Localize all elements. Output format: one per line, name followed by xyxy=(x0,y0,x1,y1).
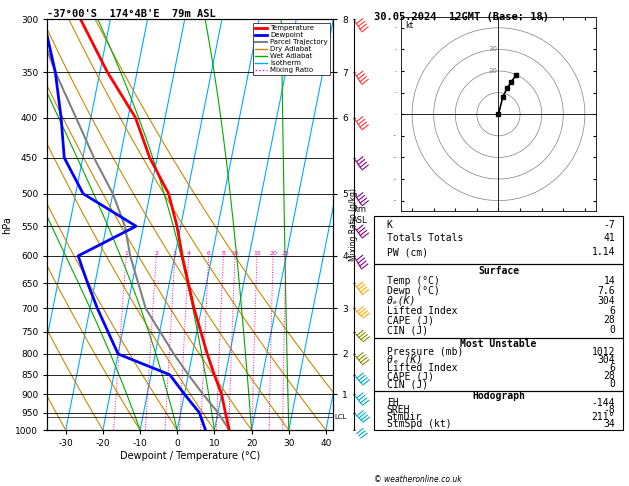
Text: 25: 25 xyxy=(282,251,290,256)
Text: CIN (J): CIN (J) xyxy=(387,325,428,335)
Text: 2: 2 xyxy=(154,251,159,256)
Bar xyxy=(374,338,623,391)
Text: θₑ (K): θₑ (K) xyxy=(387,355,422,365)
Text: CAPE (J): CAPE (J) xyxy=(387,315,433,326)
Text: 6: 6 xyxy=(610,306,615,315)
Bar xyxy=(374,264,623,338)
Text: Hodograph: Hodograph xyxy=(472,391,525,400)
Text: Mixing Ratio (g/kg): Mixing Ratio (g/kg) xyxy=(349,188,359,261)
Text: 3: 3 xyxy=(173,251,177,256)
Text: 304: 304 xyxy=(598,355,615,365)
Bar xyxy=(374,391,623,430)
Text: 15: 15 xyxy=(253,251,261,256)
Text: 1.14: 1.14 xyxy=(592,247,615,257)
Text: EH: EH xyxy=(387,398,398,408)
Text: StmDir: StmDir xyxy=(387,412,422,422)
Text: Surface: Surface xyxy=(478,266,519,276)
Text: 4: 4 xyxy=(187,251,191,256)
Text: 28: 28 xyxy=(603,315,615,326)
Text: θₑ(K): θₑ(K) xyxy=(387,296,416,306)
Y-axis label: hPa: hPa xyxy=(3,216,13,234)
Text: 28: 28 xyxy=(603,371,615,381)
Text: 6: 6 xyxy=(207,251,211,256)
Text: 14: 14 xyxy=(603,276,615,286)
Bar xyxy=(374,216,623,264)
Text: 6: 6 xyxy=(610,363,615,373)
Text: K: K xyxy=(387,220,392,229)
Text: 1012: 1012 xyxy=(592,347,615,357)
Text: Pressure (mb): Pressure (mb) xyxy=(387,347,463,357)
Text: kt: kt xyxy=(405,21,413,30)
Text: LCL: LCL xyxy=(334,414,347,420)
Text: -37°00'S  174°4B'E  79m ASL: -37°00'S 174°4B'E 79m ASL xyxy=(47,9,216,18)
Text: 41: 41 xyxy=(603,233,615,243)
Text: 0: 0 xyxy=(610,379,615,389)
Text: CIN (J): CIN (J) xyxy=(387,379,428,389)
Text: -8: -8 xyxy=(603,405,615,415)
Text: 20: 20 xyxy=(489,68,498,74)
Text: Lifted Index: Lifted Index xyxy=(387,306,457,315)
Text: SREH: SREH xyxy=(387,405,410,415)
Text: 20: 20 xyxy=(269,251,277,256)
Text: © weatheronline.co.uk: © weatheronline.co.uk xyxy=(374,474,462,484)
Text: -144: -144 xyxy=(592,398,615,408)
Text: 8: 8 xyxy=(221,251,225,256)
Text: PW (cm): PW (cm) xyxy=(387,247,428,257)
Text: Totals Totals: Totals Totals xyxy=(387,233,463,243)
Text: 10: 10 xyxy=(231,251,239,256)
Text: 1: 1 xyxy=(125,251,128,256)
Text: -7: -7 xyxy=(603,220,615,229)
Text: 211°: 211° xyxy=(592,412,615,422)
Text: Dewp (°C): Dewp (°C) xyxy=(387,286,440,296)
Legend: Temperature, Dewpoint, Parcel Trajectory, Dry Adiabat, Wet Adiabat, Isotherm, Mi: Temperature, Dewpoint, Parcel Trajectory… xyxy=(253,23,330,75)
Text: 30: 30 xyxy=(488,46,498,52)
Y-axis label: km
ASL: km ASL xyxy=(352,206,367,225)
Text: 7.6: 7.6 xyxy=(598,286,615,296)
Text: 0: 0 xyxy=(610,325,615,335)
Text: CAPE (J): CAPE (J) xyxy=(387,371,433,381)
Text: 34: 34 xyxy=(603,419,615,429)
Text: 30.05.2024  12GMT (Base: 18): 30.05.2024 12GMT (Base: 18) xyxy=(374,12,549,22)
Text: Most Unstable: Most Unstable xyxy=(460,339,537,349)
Text: Temp (°C): Temp (°C) xyxy=(387,276,440,286)
Text: StmSpd (kt): StmSpd (kt) xyxy=(387,419,451,429)
Text: 304: 304 xyxy=(598,296,615,306)
X-axis label: Dewpoint / Temperature (°C): Dewpoint / Temperature (°C) xyxy=(120,451,260,461)
Text: Lifted Index: Lifted Index xyxy=(387,363,457,373)
